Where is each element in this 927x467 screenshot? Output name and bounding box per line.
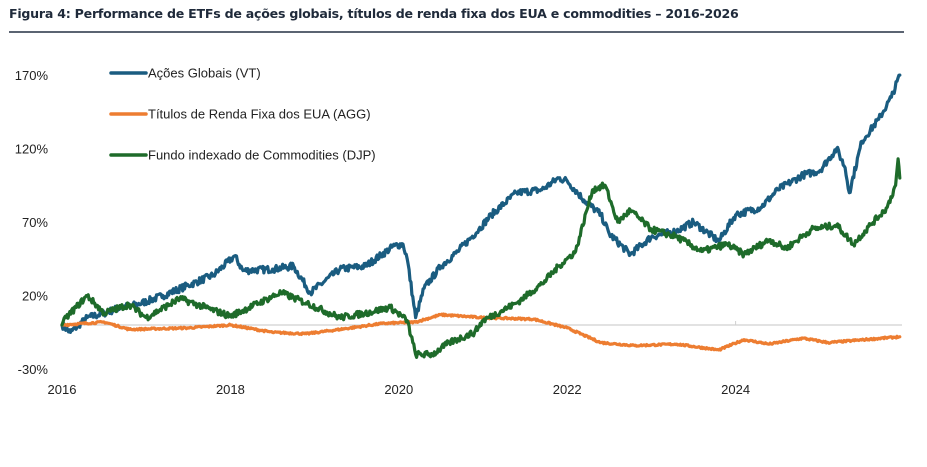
series-layer — [60, 73, 902, 359]
figure-title: Figura 4: Performance de ETFs de ações g… — [9, 6, 739, 21]
legend: Ações Globais (VT) Títulos de Renda Fixa … — [109, 66, 376, 163]
legend-item: Títulos de Renda Fixa dos EUA (AGG) — [109, 107, 371, 122]
series-line-vt — [60, 73, 902, 334]
series-line-djp — [60, 157, 902, 359]
y-tick-label: 70% — [22, 215, 48, 230]
legend-item: Ações Globais (VT) — [109, 66, 261, 81]
legend-label: Títulos de Renda Fixa dos EUA (AGG) — [148, 107, 371, 122]
x-tick-label: 2020 — [384, 382, 413, 397]
legend-label: Ações Globais (VT) — [148, 66, 261, 81]
y-tick-label: -30% — [18, 362, 49, 377]
axes-layer: 170% 120% 70% 20% -30% 2016 2018 2020 2022 2024 — [15, 68, 902, 397]
x-tick-label: 2024 — [721, 382, 750, 397]
x-tick-label: 2016 — [48, 382, 77, 397]
series-line-agg — [60, 312, 902, 352]
y-tick-label: 120% — [15, 142, 49, 157]
legend-item: Fundo indexado de Commodities (DJP) — [109, 148, 376, 163]
y-tick-label: 20% — [22, 289, 48, 304]
x-tick-label: 2018 — [216, 382, 245, 397]
legend-label: Fundo indexado de Commodities (DJP) — [148, 148, 376, 163]
y-tick-label: 170% — [15, 68, 49, 83]
title-divider — [9, 31, 904, 33]
x-tick-label: 2022 — [553, 382, 582, 397]
